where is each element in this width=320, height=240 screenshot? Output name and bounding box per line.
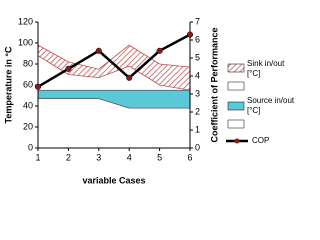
y2-tick-label: 0 xyxy=(195,142,200,152)
y2-tick-label: 6 xyxy=(195,34,200,44)
x-tick-label: 5 xyxy=(157,152,162,162)
y2-tick-label: 3 xyxy=(195,88,200,98)
legend-label: COP xyxy=(252,136,270,145)
band-fill xyxy=(38,90,190,109)
x-axis-label: variable Cases xyxy=(82,175,145,185)
legend-swatch xyxy=(227,101,245,111)
y2-axis-label: Coefficient of Performance xyxy=(209,27,219,142)
y-tick-label: 20 xyxy=(23,121,33,131)
cop-marker xyxy=(34,83,42,90)
legend-label: Source in/out [°C] xyxy=(247,96,295,115)
cop-marker xyxy=(186,31,194,38)
band-edge xyxy=(37,44,191,70)
y-axis-label: Temperature in °C xyxy=(3,46,13,123)
x-tick-label: 4 xyxy=(127,152,132,162)
y-tick-label: 100 xyxy=(18,37,33,47)
chart: variable Cases Temperature in °C Coeffic… xyxy=(3,16,248,185)
cop-marker xyxy=(156,47,163,54)
x-tick-label: 6 xyxy=(187,152,192,162)
legend-swatch xyxy=(234,138,240,144)
legend-swatch xyxy=(227,63,245,73)
x-tick-label: 2 xyxy=(66,152,71,162)
legend-swatch xyxy=(227,119,245,129)
y2-tick-label: 1 xyxy=(195,124,200,134)
legend-swatch xyxy=(227,81,245,91)
band-edge xyxy=(38,98,190,109)
band-fill xyxy=(38,45,190,91)
cop-marker xyxy=(126,74,133,81)
x-tick-label: 1 xyxy=(35,152,40,162)
y-tick-label: 0 xyxy=(28,142,33,152)
y-tick-label: 120 xyxy=(18,16,33,26)
y-tick-label: 80 xyxy=(23,58,33,68)
x-tick-label: 3 xyxy=(96,152,101,162)
y2-tick-label: 2 xyxy=(195,106,200,116)
cop-marker xyxy=(65,65,72,72)
cop-marker xyxy=(95,47,102,54)
y2-tick-label: 4 xyxy=(195,70,200,80)
y2-tick-label: 7 xyxy=(195,16,200,26)
y2-tick-label: 5 xyxy=(195,52,200,62)
y-tick-label: 40 xyxy=(23,100,33,110)
cop-line xyxy=(37,33,191,88)
y-tick-label: 60 xyxy=(23,79,33,89)
legend-label: Sink in/out [°C] xyxy=(247,59,285,78)
page: variable Cases Temperature in °C Coeffic… xyxy=(3,16,295,186)
